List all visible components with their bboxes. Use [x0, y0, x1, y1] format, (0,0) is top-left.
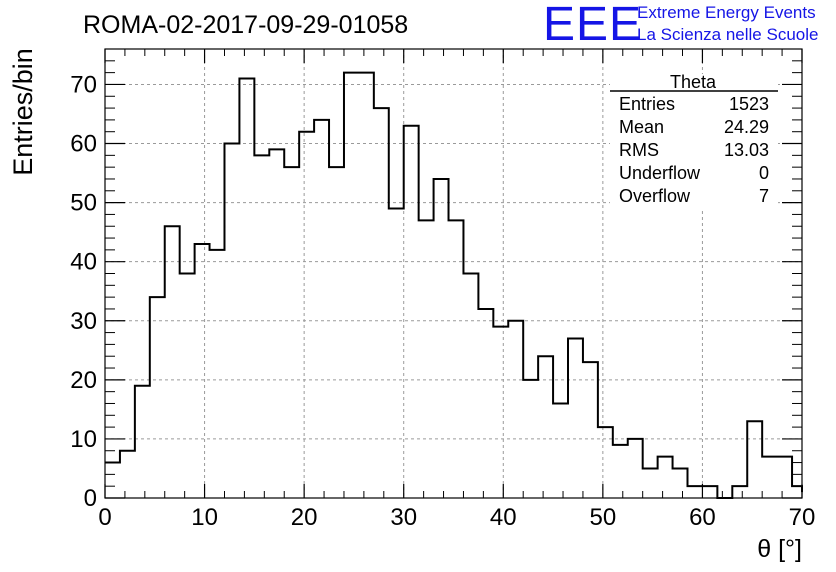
- stats-box-bg: [610, 74, 778, 208]
- eee-logo: EEE Extreme Energy Events La Scienza nel…: [543, 0, 818, 51]
- stats-rows: Entries 1523 Mean 24.29 RMS 13.03 Underflow 0 Ov…: [619, 94, 769, 206]
- y-tick-label: 10: [70, 426, 97, 453]
- y-axis-label: Entries/bin: [8, 48, 38, 176]
- x-tick-label: 50: [590, 504, 617, 531]
- x-tick-label: 10: [191, 504, 218, 531]
- stat-label: Underflow: [619, 163, 701, 183]
- stat-value: 24.29: [724, 117, 769, 137]
- x-tick-label: 30: [390, 504, 417, 531]
- stat-value: 7: [759, 186, 769, 206]
- y-tick-label: 20: [70, 367, 97, 394]
- histogram-series: [105, 71, 803, 499]
- x-tick-label: 70: [789, 504, 816, 531]
- logo-line-1: Extreme Energy Events: [637, 3, 816, 22]
- y-tick-label: 30: [70, 308, 97, 335]
- stat-label: Mean: [619, 117, 664, 137]
- y-tick-label: 40: [70, 249, 97, 276]
- logo-mark: EEE: [543, 0, 642, 51]
- stat-label: RMS: [619, 140, 659, 160]
- stats-title: Theta: [670, 72, 717, 92]
- logo-line-2: La Scienza nelle Scuole: [637, 25, 818, 44]
- chart-title: ROMA-02-2017-09-29-01058: [83, 11, 408, 39]
- stat-value: 0: [759, 163, 769, 183]
- stat-value: 1523: [729, 94, 769, 114]
- plot-frame: [104, 48, 803, 499]
- x-tick-label: 60: [689, 504, 716, 531]
- stat-value: 13.03: [724, 140, 769, 160]
- y-tick-label: 0: [84, 485, 97, 512]
- stats-box: Theta Entries 1523 Mean 24.29 RMS 13.03 Underf…: [610, 72, 778, 208]
- x-tick-label: 20: [291, 504, 318, 531]
- stat-label: Entries: [619, 94, 675, 114]
- stat-label: Overflow: [619, 186, 691, 206]
- y-tick-label: 50: [70, 190, 97, 217]
- x-tick-label: 0: [98, 504, 111, 531]
- x-tick-label: 40: [490, 504, 517, 531]
- y-tick-label: 60: [70, 131, 97, 158]
- y-tick-label: 70: [70, 71, 97, 98]
- x-axis-label: θ [°]: [757, 535, 802, 563]
